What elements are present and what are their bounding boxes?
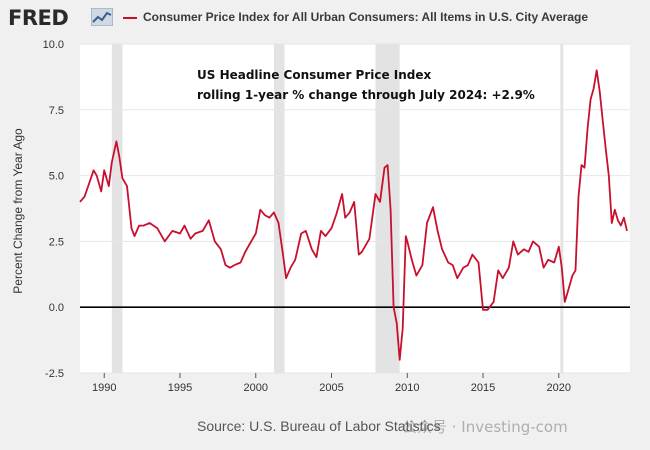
- recession-band-1: [273, 44, 285, 373]
- fred-logo[interactable]: FRED: [8, 6, 69, 30]
- y-tick-label-4: 7.5: [49, 105, 64, 117]
- x-tick-label-2: 2000: [244, 382, 268, 394]
- y-axis-label: Percent Change from Year Ago: [11, 128, 25, 294]
- y-tick-label-1: 0.0: [49, 302, 64, 314]
- x-tick-label-0: 1990: [92, 382, 116, 394]
- recession-band-3: [560, 44, 564, 373]
- gridlines: [80, 43, 630, 374]
- watermark: 公众号 · Investing-com: [402, 418, 568, 436]
- y-tick-label-2: 2.5: [49, 236, 64, 248]
- y-tick-label-5: 10.0: [43, 39, 64, 51]
- fred-graph-icon: [91, 8, 113, 26]
- legend-swatch: [123, 17, 137, 19]
- recession-band-0: [111, 44, 123, 373]
- x-tick-label-3: 2005: [319, 382, 343, 394]
- x-axis-ticks: 1990 1995 2000 2005 2010 2015 2020: [92, 373, 571, 394]
- y-tick-label-3: 5.0: [49, 171, 64, 183]
- y-tick-label-0: -2.5: [45, 368, 64, 380]
- chart-header: FRED Consumer Price Index for All Urban …: [0, 0, 650, 40]
- source-note: Source: U.S. Bureau of Labor Statistics: [197, 418, 441, 434]
- annotation-line-2: rolling 1-year % change through July 202…: [197, 88, 535, 102]
- recession-bands: [111, 44, 564, 373]
- annotation-line-1: US Headline Consumer Price Index: [197, 68, 432, 82]
- x-tick-label-5: 2015: [471, 382, 495, 394]
- y-axis-ticks: -2.5 0.0 2.5 5.0 7.5 10.0: [43, 39, 64, 380]
- x-tick-label-4: 2010: [395, 382, 419, 394]
- x-tick-label-6: 2020: [547, 382, 571, 394]
- cpi-series-line[interactable]: [79, 69, 628, 361]
- x-tick-label-1: 1995: [168, 382, 192, 394]
- legend-label[interactable]: Consumer Price Index for All Urban Consu…: [143, 10, 588, 24]
